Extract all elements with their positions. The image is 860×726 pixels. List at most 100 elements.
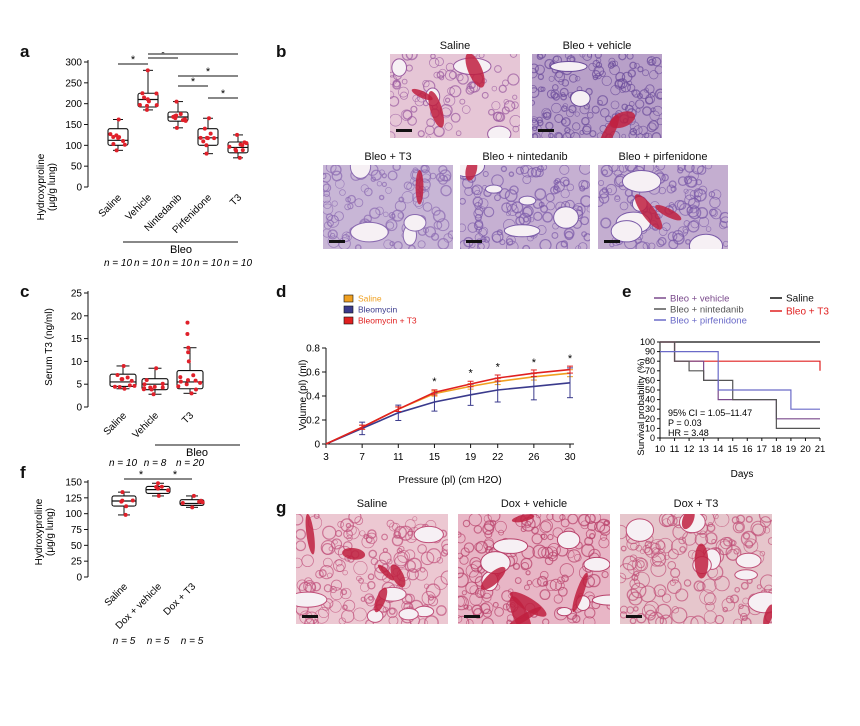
b-caption-bleo-pirfenidone: Bleo + pirfenidone <box>618 151 708 163</box>
y-tick-label: 10 <box>71 357 83 368</box>
data-point <box>129 378 134 383</box>
data-point <box>112 384 117 389</box>
histology-texture <box>532 54 662 138</box>
c-x-labels: Saline Vehicle T3 <box>102 410 197 441</box>
n-label: n = 10 <box>224 258 253 269</box>
data-point <box>191 373 196 378</box>
c-boxes <box>109 320 204 397</box>
data-point <box>141 387 146 392</box>
data-point <box>154 366 159 371</box>
x-tick-label: Saline <box>102 410 130 438</box>
a-significance-bars: * * * * * * <box>118 52 238 100</box>
b-image-bleo-nintedanib <box>460 165 590 249</box>
data-point <box>171 114 176 119</box>
data-point <box>185 320 190 325</box>
box <box>109 373 137 388</box>
data-point <box>115 372 120 377</box>
n-label: n = 5 <box>147 636 170 647</box>
data-point <box>178 375 183 380</box>
f-y-axis: 0 25 50 75 100 125 150 <box>65 478 89 584</box>
data-point <box>122 142 127 147</box>
data-point <box>204 143 209 148</box>
g-image-dox-t3 <box>620 514 772 624</box>
data-point <box>198 380 203 385</box>
b-caption-saline: Saline <box>439 40 471 52</box>
data-point <box>117 385 122 390</box>
e-legend-label: Bleo + pirfenidone <box>670 316 747 327</box>
e-survival-curve <box>660 351 820 410</box>
data-point <box>178 379 183 384</box>
data-point <box>146 99 151 104</box>
d-legend-label: Bleomycin <box>358 305 397 315</box>
data-point <box>202 126 207 131</box>
data-point <box>200 500 205 505</box>
data-point <box>178 111 183 116</box>
panel-letter-d: d <box>276 282 287 301</box>
data-point <box>111 142 116 147</box>
panel-letter-f: f <box>20 463 26 482</box>
e-y-tick-label: 0 <box>650 433 655 443</box>
n-label: n = 10 <box>134 258 163 269</box>
histology-texture <box>598 165 728 249</box>
data-point <box>122 386 127 391</box>
d-xlabel: Pressure (pl) (cm H2O) <box>398 475 501 486</box>
data-point <box>204 135 209 140</box>
x-tick-label: Vehicle <box>131 410 162 441</box>
histology-texture <box>620 514 772 624</box>
y-tick-label: 25 <box>71 557 83 568</box>
data-point <box>125 375 130 380</box>
e-stat-line: 95% CI = 1.05–11.47 <box>668 408 752 418</box>
histology-texture <box>390 54 520 138</box>
e-x-tick-label: 12 <box>684 444 695 455</box>
data-point <box>127 383 132 388</box>
histology-texture <box>458 514 610 624</box>
data-point <box>193 378 198 383</box>
e-y-tick-label: 70 <box>645 366 655 376</box>
e-y-tick-label: 50 <box>645 385 655 395</box>
y-tick-label: 150 <box>65 120 82 131</box>
d-x-tick-label: 26 <box>528 452 540 463</box>
y-tick-label: 125 <box>65 493 82 504</box>
a-y-axis: 0 50 100 150 200 250 300 <box>65 58 89 194</box>
data-point <box>174 125 179 130</box>
scale-bar <box>538 129 554 132</box>
d-y-tick-label: 0.2 <box>306 416 320 427</box>
panel-a-chart: Hydroxyproline (μg/g lung) 0 50 100 150 200 2… <box>36 52 253 269</box>
y-tick-label: 100 <box>65 141 82 152</box>
scale-bar <box>604 240 620 243</box>
scale-bar <box>466 240 482 243</box>
y-tick-label: 0 <box>76 403 82 414</box>
scale-bar <box>626 615 642 618</box>
e-x-tick-label: 11 <box>670 444 680 455</box>
histology-texture <box>296 514 448 624</box>
y-tick-label: 20 <box>71 311 83 322</box>
d-legend-label: Saline <box>358 294 382 304</box>
scale-bar <box>464 615 480 618</box>
e-stat-line: HR = 3.48 <box>668 428 709 438</box>
y-tick-label: 0 <box>76 183 82 194</box>
d-x-tick-label: 11 <box>393 452 404 463</box>
data-point <box>185 332 190 337</box>
data-point <box>159 484 164 489</box>
e-legend-label: Saline <box>786 294 814 305</box>
e-y-tick-label: 90 <box>645 347 655 357</box>
e-x-tick-label: 19 <box>786 444 797 455</box>
d-x-tick-label: 22 <box>492 452 504 463</box>
box <box>107 128 129 146</box>
b-image-saline <box>390 54 520 138</box>
data-point <box>114 133 119 138</box>
a-n-labels: n = 10 n = 10 n = 10 n = 10 n = 10 <box>104 258 253 269</box>
d-x-tick-label: 3 <box>323 452 329 463</box>
box <box>176 369 204 390</box>
n-label: n = 5 <box>113 636 136 647</box>
data-point <box>116 117 121 122</box>
f-significance-bars: * * <box>124 470 192 481</box>
data-point <box>242 140 247 145</box>
d-legend-swatch <box>343 305 354 314</box>
a-boxes <box>107 68 249 160</box>
y-tick-label: 25 <box>71 289 83 300</box>
sig-star: * <box>131 54 136 66</box>
data-point <box>111 135 116 140</box>
f-ylabel-2: (μg/g lung) <box>45 508 56 556</box>
